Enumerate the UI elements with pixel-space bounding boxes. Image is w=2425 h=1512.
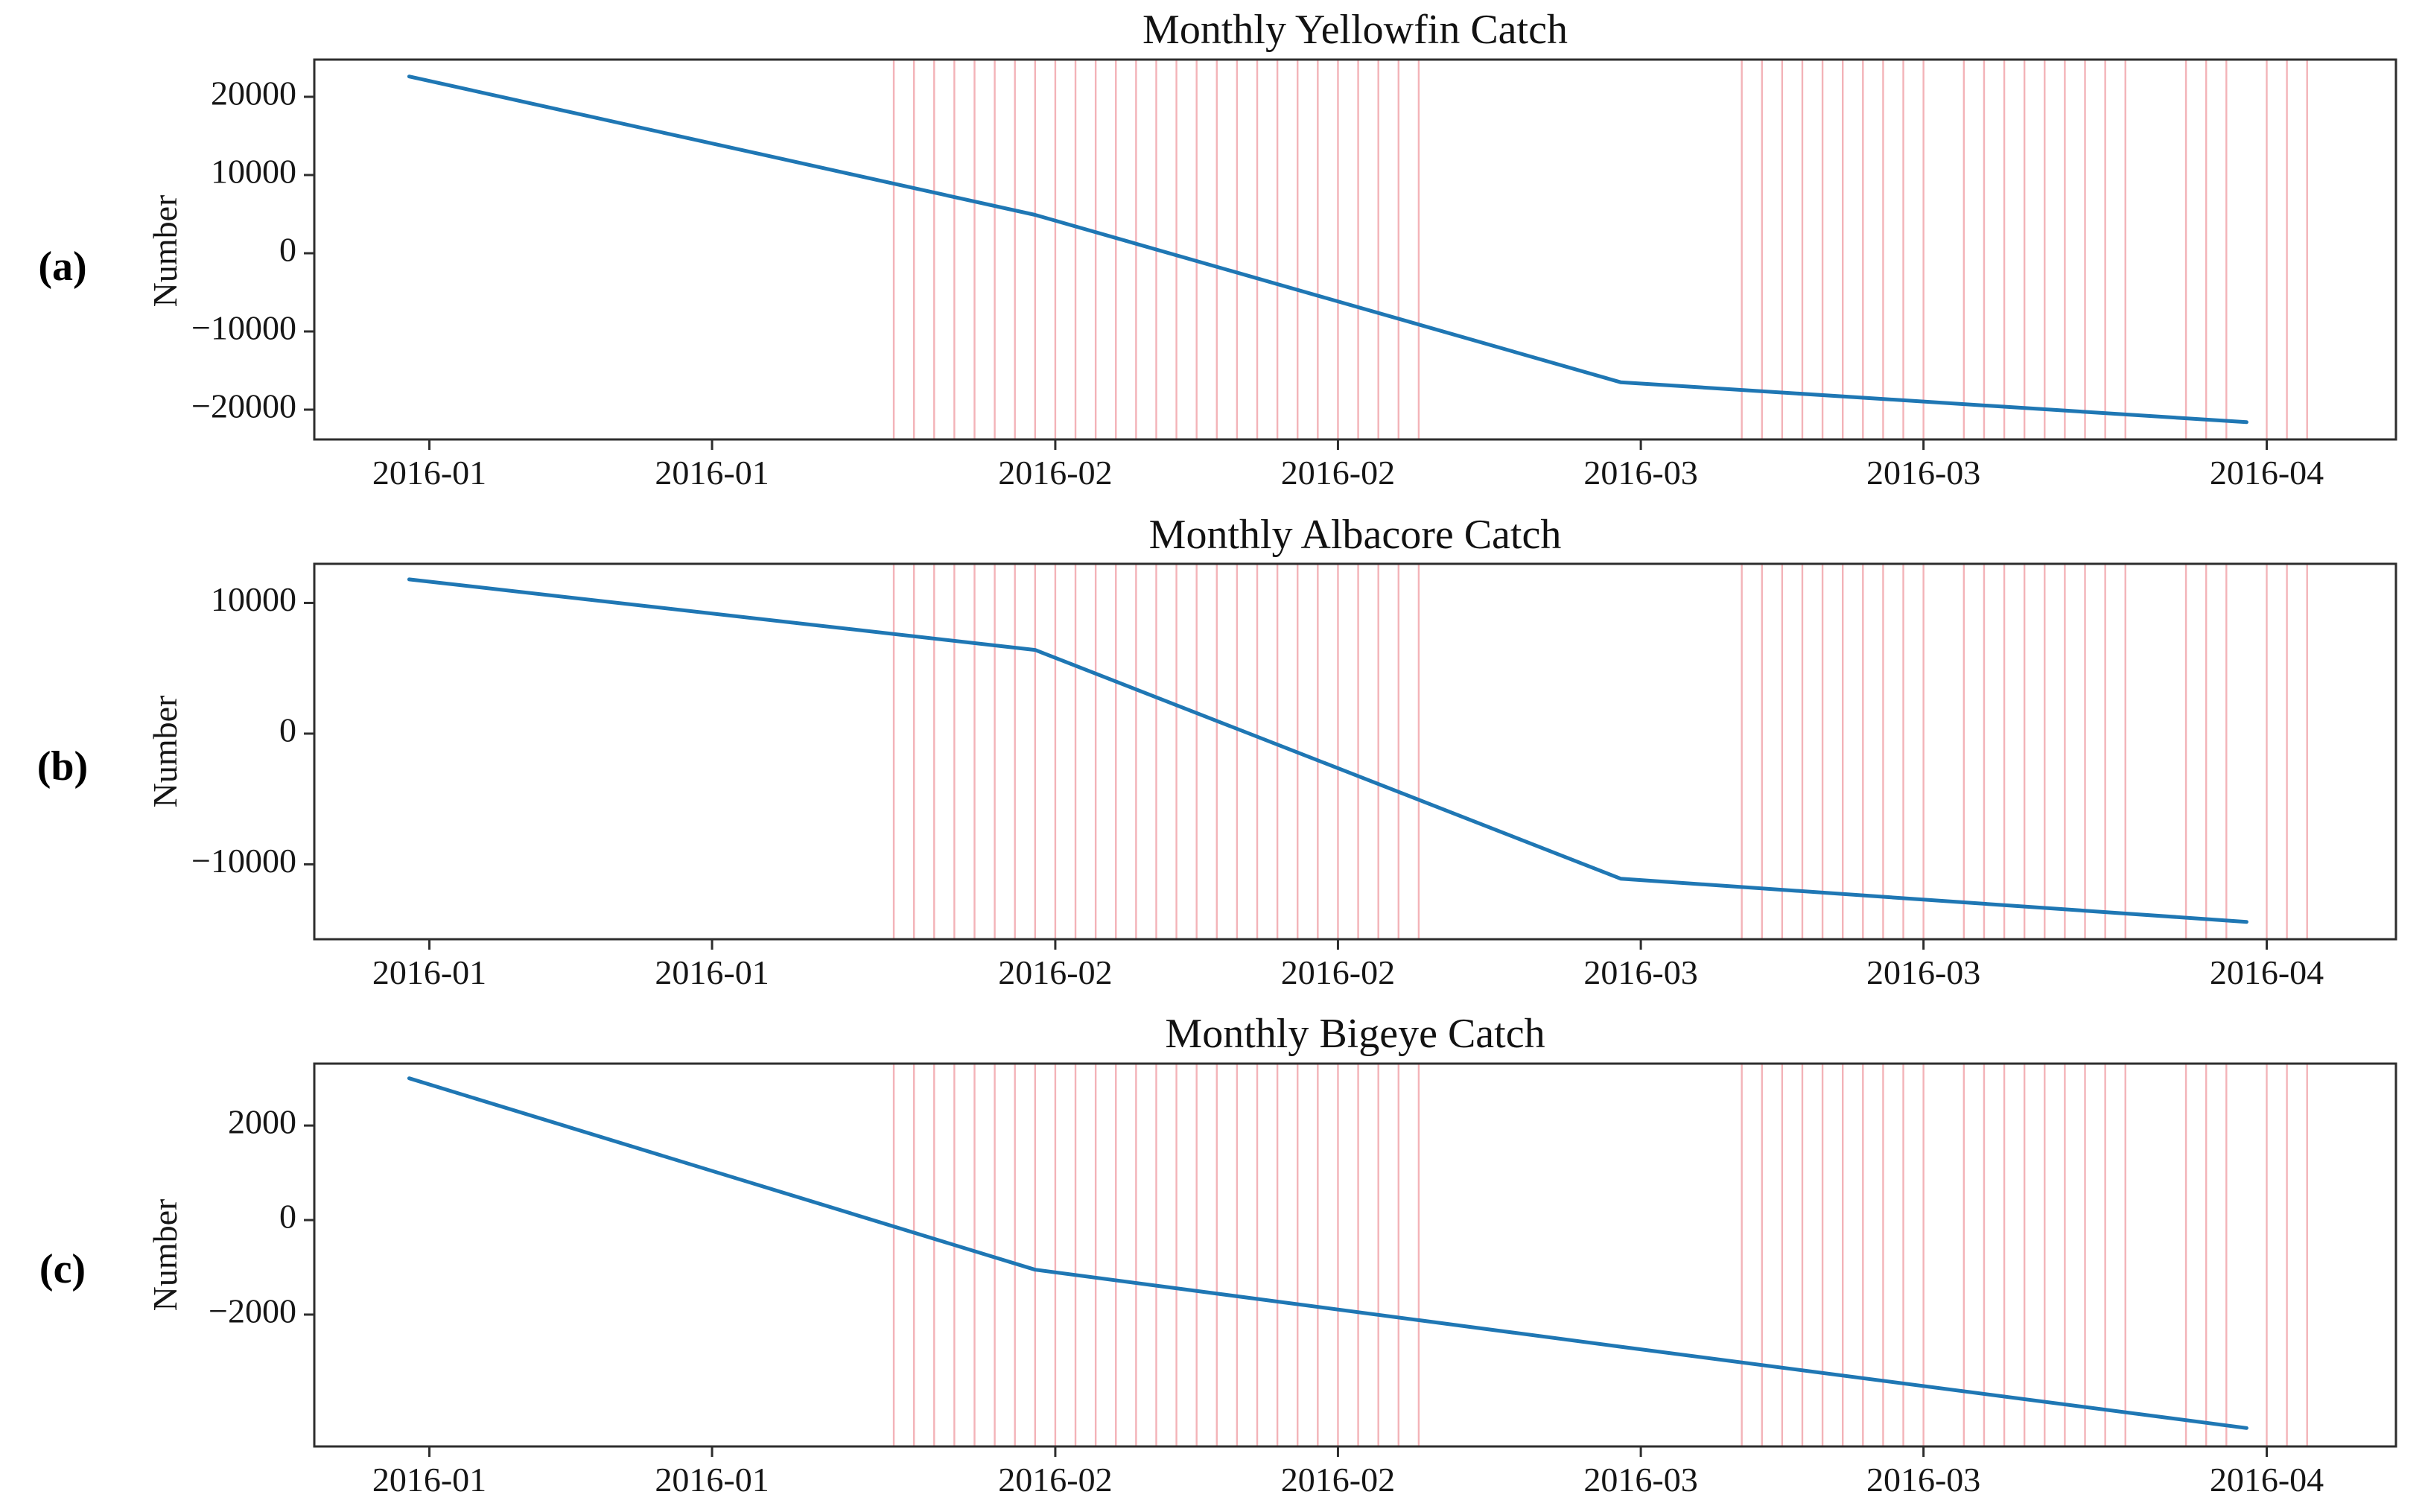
x-tick-label: 2016-04 — [2210, 454, 2324, 492]
x-tick-label: 2016-03 — [1583, 953, 1697, 991]
x-tick-label: 2016-03 — [1583, 1461, 1697, 1499]
y-tick-label: −10000 — [191, 842, 296, 880]
y-tick-label: 2000 — [228, 1103, 296, 1141]
data-line — [407, 74, 2248, 425]
plot-border — [313, 58, 2397, 441]
panel-label-a: (a) — [38, 244, 87, 290]
x-tick-label: 2016-02 — [1281, 454, 1395, 492]
x-tick-label: 2016-04 — [2210, 1461, 2324, 1499]
x-tick-label: 2016-02 — [998, 953, 1112, 991]
y-tick-label: −10000 — [191, 309, 296, 347]
y-tick-label: 10000 — [211, 153, 296, 191]
y-tick-label: 10000 — [211, 580, 296, 618]
x-tick-label: 2016-03 — [1583, 454, 1697, 492]
x-tick-label: 2016-01 — [655, 1461, 769, 1499]
data-line — [407, 577, 2248, 924]
x-tick-label: 2016-01 — [655, 454, 769, 492]
chart-b-title: Monthly Albacore Catch — [1148, 512, 1562, 558]
x-tick-label: 2016-01 — [655, 953, 769, 991]
x-tick-label: 2016-01 — [372, 454, 486, 492]
x-tick-label: 2016-03 — [1866, 454, 1980, 492]
x-tick-label: 2016-01 — [372, 1461, 486, 1499]
chart-a-plot: 20000 10000 0 −10000 −20000 2016-01 2016-01 201… — [191, 58, 2397, 492]
x-tick-label: 2016-04 — [2210, 953, 2324, 991]
y-tick-label: 20000 — [211, 74, 296, 112]
y-tick-label: −20000 — [191, 387, 296, 425]
x-tick-label: 2016-02 — [998, 1461, 1112, 1499]
y-axis-label-b: Number — [146, 695, 184, 808]
x-tick-label: 2016-02 — [1281, 1461, 1395, 1499]
chart-c-plot: 2000 0 −2000 2016-01 2016-01 2016-02 2016-02 20… — [209, 1062, 2397, 1499]
x-tick-label: 2016-01 — [372, 953, 486, 991]
y-axis-label-a: Number — [146, 194, 184, 308]
x-tick-label: 2016-03 — [1866, 953, 1980, 991]
plot-border — [313, 1062, 2397, 1448]
y-tick-label: 0 — [279, 1198, 296, 1236]
x-tick-label: 2016-02 — [998, 454, 1112, 492]
data-line — [407, 1076, 2248, 1430]
panel-label-b: (b) — [36, 743, 89, 790]
plot-border — [313, 562, 2397, 941]
chart-b-plot: 10000 0 −10000 2016-01 2016-01 2016-02 2016-02… — [191, 562, 2397, 991]
chart-c-title: Monthly Bigeye Catch — [1165, 1011, 1545, 1057]
y-axis-label-c: Number — [146, 1198, 184, 1312]
panel-label-c: (c) — [39, 1246, 86, 1292]
x-tick-label: 2016-02 — [1281, 953, 1395, 991]
y-tick-label: 0 — [279, 711, 296, 749]
x-tick-label: 2016-03 — [1866, 1461, 1980, 1499]
chart-a-title: Monthly Yellowfin Catch — [1142, 7, 1568, 53]
y-tick-label: −2000 — [209, 1292, 296, 1330]
y-tick-label: 0 — [279, 231, 296, 269]
